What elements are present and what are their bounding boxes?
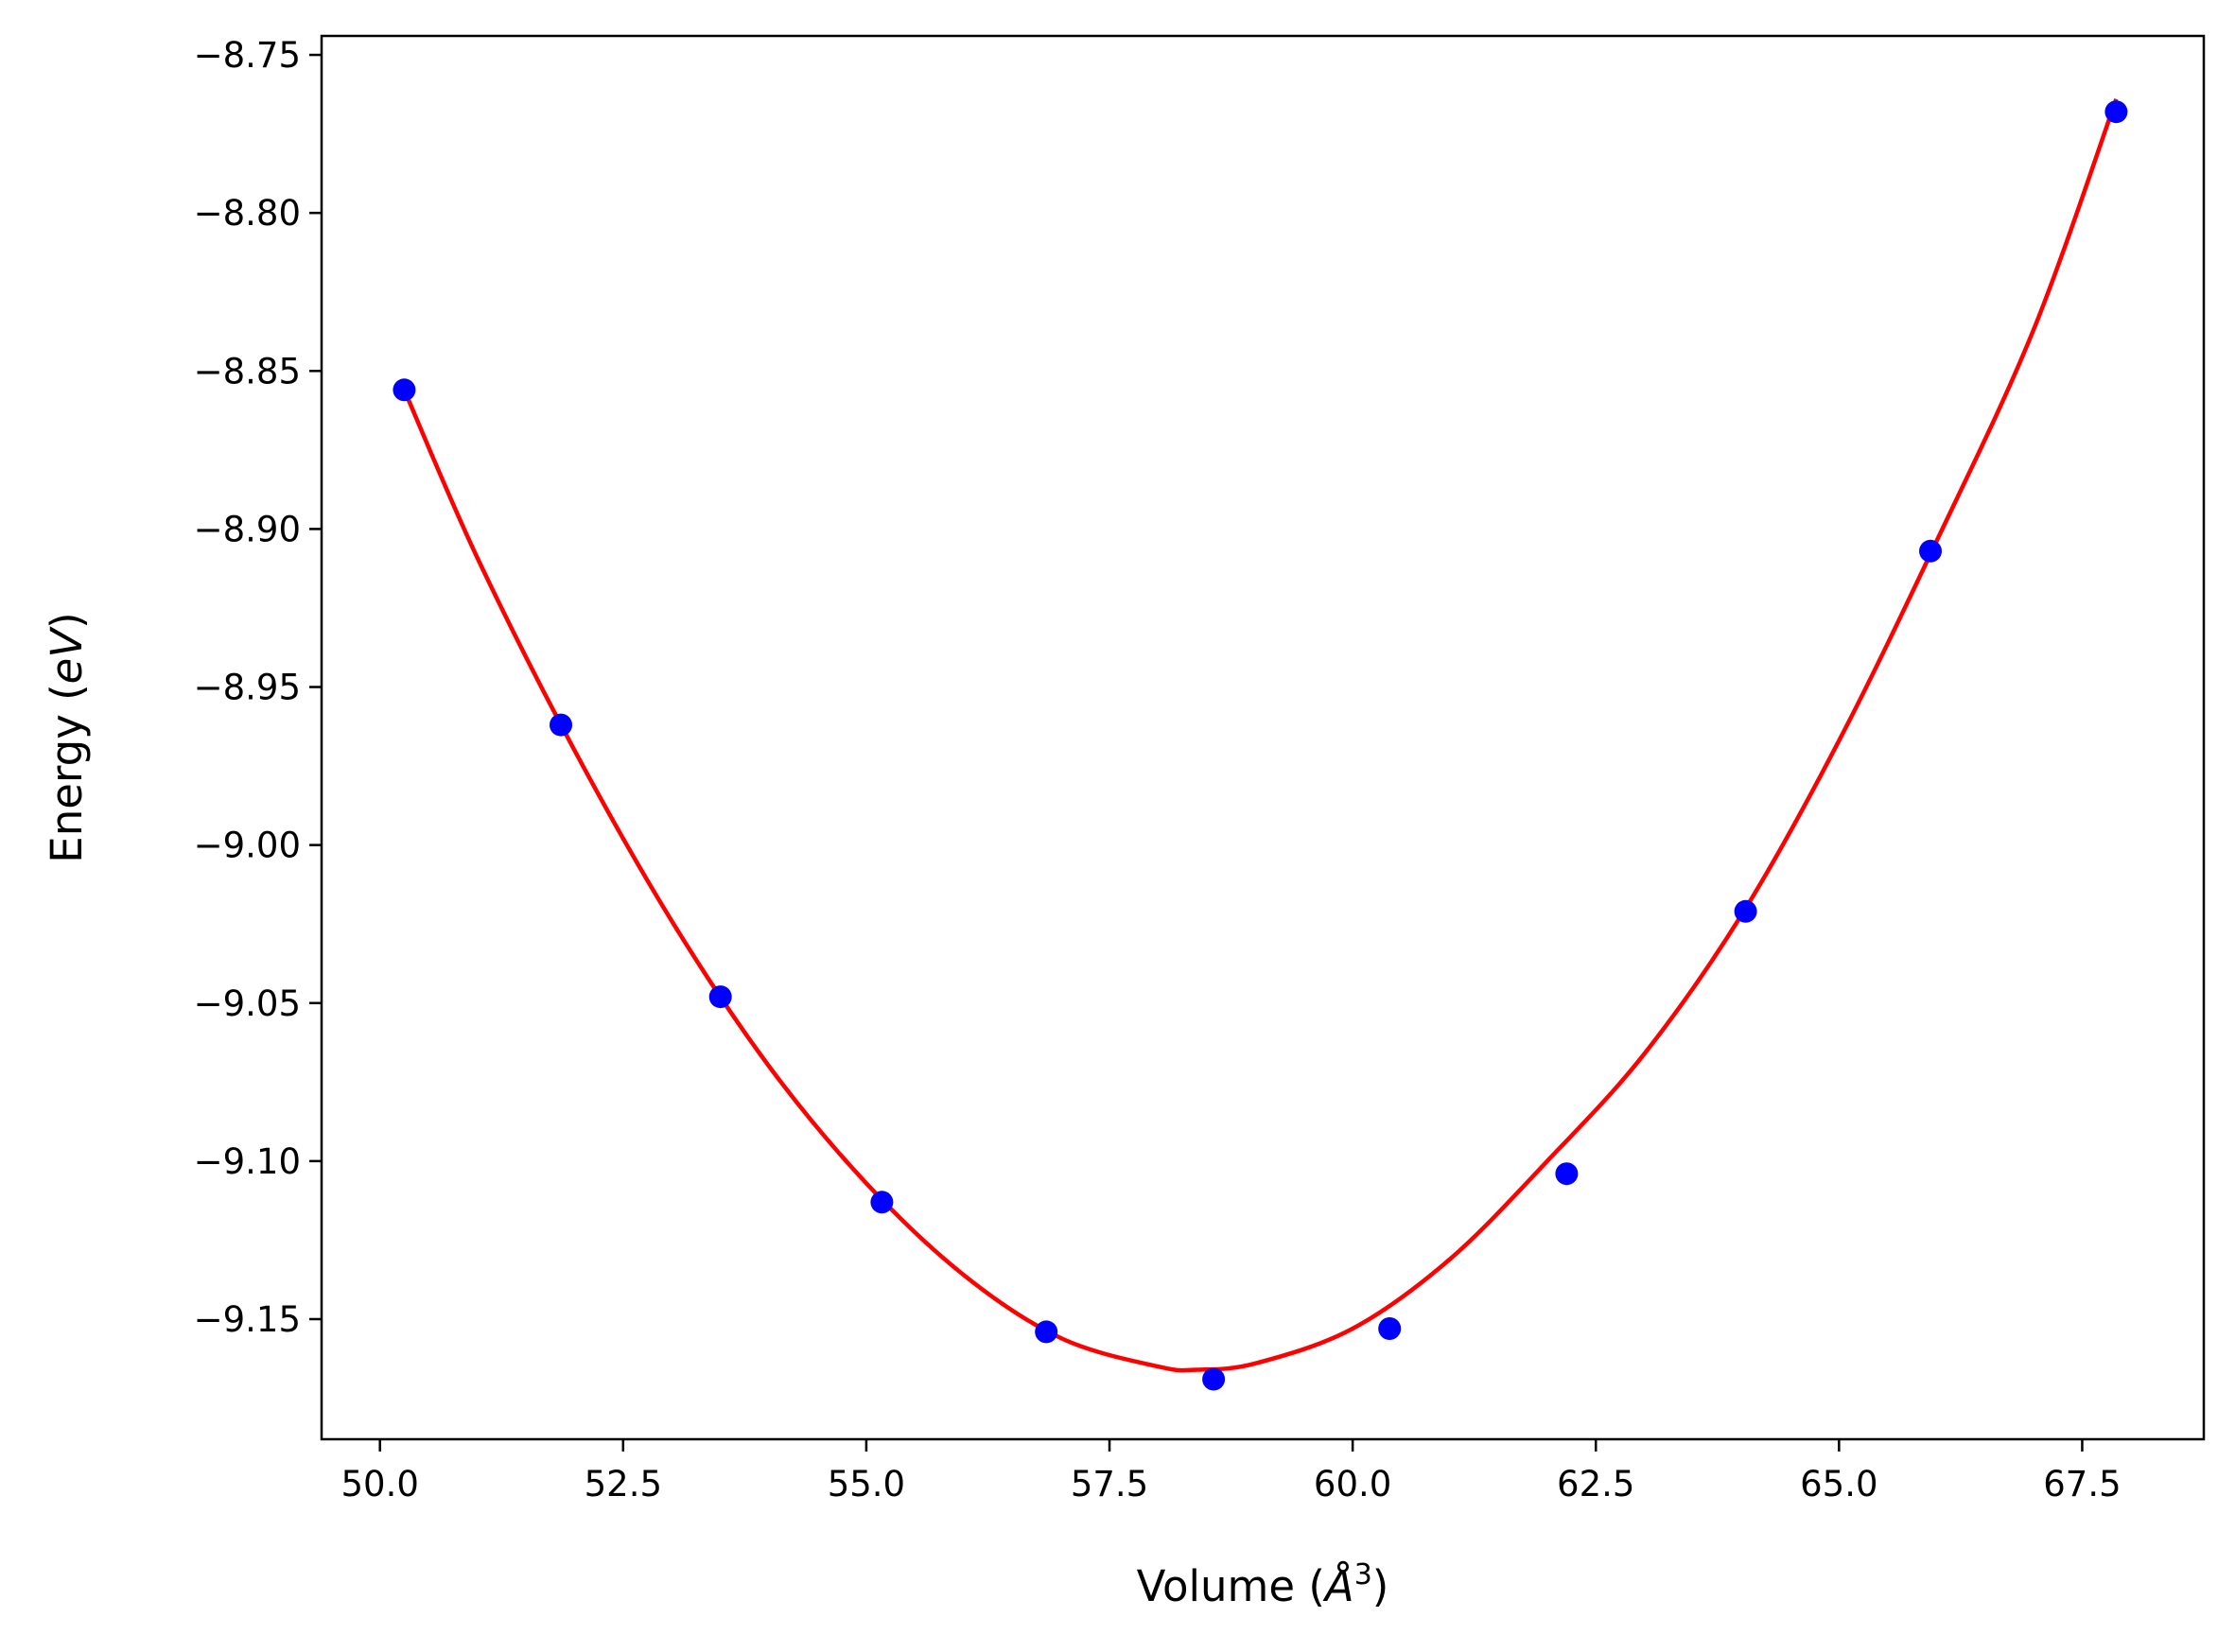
fit-curve-layer	[402, 98, 2119, 1373]
y-tick-label: −8.80	[194, 193, 301, 234]
y-tick-label: −8.85	[194, 351, 301, 391]
data-point	[1919, 539, 1942, 563]
y-tick-label: −9.00	[194, 826, 301, 866]
data-point	[1378, 1317, 1402, 1340]
data-point	[1202, 1367, 1226, 1391]
y-tick-label: −9.15	[194, 1299, 301, 1340]
x-tick-label: 67.5	[2043, 1464, 2121, 1504]
x-tick-label: 52.5	[585, 1464, 662, 1504]
data-point	[393, 378, 416, 402]
y-axis-ticks: −9.15 −9.10 −9.05 −9.00 −8.95 −8.90 −8.85 −8.80…	[194, 35, 322, 1340]
x-axis-ticks: 50.0 52.5 55.0 57.5 60.0 62.5 65.0 67.5	[341, 1439, 2122, 1504]
data-point	[550, 713, 572, 737]
y-tick-label: −9.05	[194, 983, 301, 1024]
x-tick-label: 55.0	[828, 1464, 905, 1504]
plot-frame	[320, 34, 2206, 1441]
x-tick-label: 60.0	[1314, 1464, 1391, 1504]
x-tick-label: 57.5	[1071, 1464, 1148, 1504]
plot-area	[322, 36, 2204, 1439]
x-tick-label: 65.0	[1800, 1464, 1877, 1504]
data-points-layer	[393, 100, 2128, 1391]
data-point	[2104, 100, 2128, 124]
y-tick-label: −8.75	[194, 35, 301, 76]
y-tick-label: −8.90	[194, 509, 301, 549]
data-point	[1555, 1162, 1579, 1186]
y-axis-label: Energy (eV)	[42, 612, 92, 862]
y-tick-label: −8.95	[194, 668, 301, 708]
data-point	[870, 1191, 894, 1214]
x-tick-label: 62.5	[1557, 1464, 1634, 1504]
y-tick-label: −9.10	[194, 1141, 301, 1182]
x-axis-label: Volume (Å3)	[1137, 1558, 1389, 1611]
fit-curve-line	[402, 98, 2119, 1373]
data-point	[708, 985, 732, 1009]
x-tick-label: 50.0	[341, 1464, 419, 1504]
data-point	[1035, 1320, 1058, 1344]
data-point	[1734, 899, 1757, 923]
